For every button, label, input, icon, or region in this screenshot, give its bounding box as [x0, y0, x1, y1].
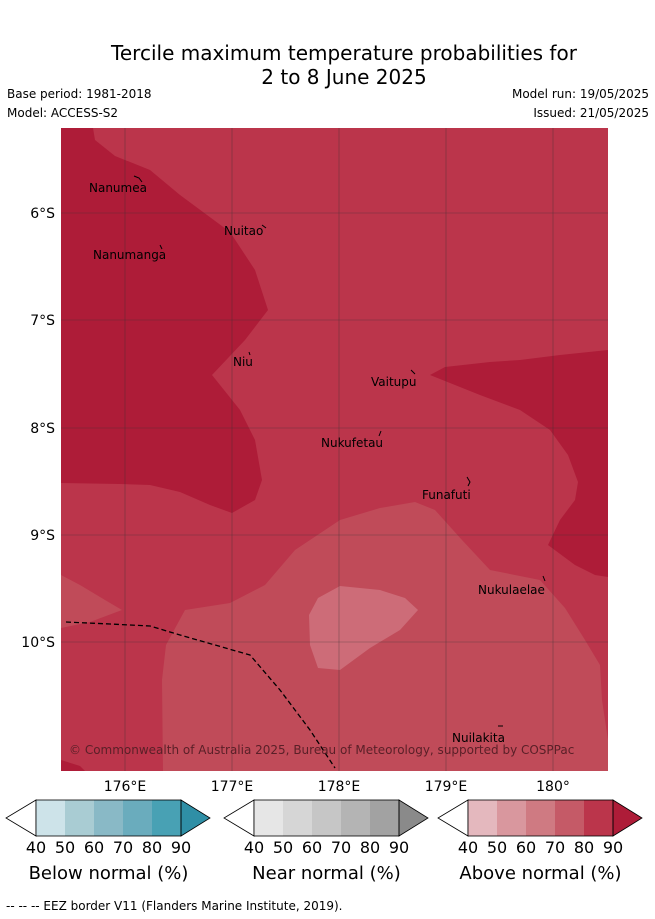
colorbar-tick-label: 40 — [243, 838, 265, 857]
issued-label: Issued: 21/05/2025 — [533, 106, 649, 120]
island-label-nukufetau: Nukufetau — [321, 436, 383, 450]
island-label-nuitao: Nuitao — [224, 224, 263, 238]
near-normal-colorbar-label: Near normal (%) — [252, 863, 401, 884]
above-normal-90-region-west — [61, 128, 268, 513]
colorbar-segment — [254, 800, 283, 836]
above-normal-colorbar-label: Above normal (%) — [459, 863, 622, 884]
colorbar-segment — [341, 800, 370, 836]
colorbar-tick-label: 60 — [301, 838, 323, 857]
lat-tick-label: 6°S — [30, 206, 55, 222]
colorbar-segment — [283, 800, 312, 836]
colorbar-tick-label: 90 — [602, 838, 624, 857]
lon-tick-label: 176°E — [104, 779, 147, 795]
lat-tick-label: 8°S — [30, 421, 55, 437]
colorbar-tick-label: 90 — [170, 838, 192, 857]
colorbar-under-arrow — [223, 799, 255, 837]
map-title-line-2: 2 to 8 June 2025 — [261, 65, 427, 89]
below-normal-colorbar-label: Below normal (%) — [28, 863, 189, 884]
island-label-nuilakita: Nuilakita — [452, 731, 505, 745]
below-normal-colorbar — [5, 799, 211, 837]
base-period-label: Base period: 1981-2018 — [7, 87, 152, 101]
colorbar-tick-label: 60 — [83, 838, 105, 857]
above-normal-60-region — [309, 586, 418, 670]
island-label-nanumanga: Nanumanga — [93, 248, 166, 262]
lon-tick-label: 180° — [536, 779, 570, 795]
colorbar-segment — [123, 800, 152, 836]
colorbar-segment — [152, 800, 181, 836]
copyright-notice: © Commonwealth of Australia 2025, Bureau… — [69, 743, 574, 757]
above-normal-colorbar — [437, 799, 643, 837]
colorbar-segment — [36, 800, 65, 836]
island-label-funafuti: Funafuti — [422, 488, 471, 502]
colorbar-outline — [35, 799, 182, 837]
colorbar-tick-label: 40 — [25, 838, 47, 857]
above-normal-90-region-east — [430, 350, 608, 577]
island-label-vaitupu: Vaitupu — [371, 375, 417, 389]
colorbar-tick-label: 40 — [457, 838, 479, 857]
island-label-nanumea: Nanumea — [89, 181, 147, 195]
eez-border-legend: -- -- -- EEZ border V11 (Flanders Marine… — [6, 899, 343, 913]
colorbar-tick-label: 50 — [272, 838, 294, 857]
model-label: Model: ACCESS-S2 — [7, 106, 119, 120]
island-shapes — [133, 175, 546, 727]
eez-border-line — [65, 621, 336, 769]
colorbar-segment — [94, 800, 123, 836]
colorbar-tick-label: 70 — [544, 838, 566, 857]
colorbar-segment — [312, 800, 341, 836]
above-normal-70-region-west — [61, 575, 122, 628]
colorbar-segment — [584, 800, 613, 836]
colorbar-tick-label: 50 — [486, 838, 508, 857]
colorbar-under-arrow — [437, 799, 469, 837]
colorbar-segment — [468, 800, 497, 836]
above-normal-90-region-south — [61, 760, 85, 771]
probability-contours — [61, 128, 608, 771]
colorbar-tick-label: 90 — [388, 838, 410, 857]
colorbar-segment — [526, 800, 555, 836]
colorbar-tick-label: 50 — [54, 838, 76, 857]
near-normal-colorbar — [223, 799, 429, 837]
colorbar-segment — [65, 800, 94, 836]
colorbar-tick-label: 80 — [573, 838, 595, 857]
colorbar-segment — [497, 800, 526, 836]
lon-tick-label: 177°E — [211, 779, 254, 795]
colorbar-outline — [253, 799, 400, 837]
colorbar-under-arrow — [5, 799, 37, 837]
colorbar-over-arrow — [180, 799, 211, 837]
colorbar-tick-label: 80 — [141, 838, 163, 857]
colorbar-over-arrow — [612, 799, 643, 837]
graticule — [61, 128, 608, 771]
colorbar-segment — [370, 800, 399, 836]
colorbar-tick-label: 70 — [112, 838, 134, 857]
model-run-label: Model run: 19/05/2025 — [511, 87, 649, 101]
lon-tick-label: 179°E — [425, 779, 468, 795]
colorbar-outline — [467, 799, 614, 837]
map-title-line-1: Tercile maximum temperature probabilitie… — [111, 41, 577, 65]
island-label-niu: Niu — [233, 355, 253, 369]
colorbar-tick-label: 60 — [515, 838, 537, 857]
lat-tick-label: 10°S — [21, 635, 55, 651]
colorbar-tick-label: 70 — [330, 838, 352, 857]
colorbar-tick-label: 80 — [359, 838, 381, 857]
lat-tick-label: 9°S — [30, 528, 55, 544]
lat-tick-label: 7°S — [30, 313, 55, 329]
colorbar-over-arrow — [398, 799, 429, 837]
lon-tick-label: 178°E — [318, 779, 361, 795]
island-label-nukulaelae: Nukulaelae — [478, 583, 545, 597]
colorbar-segment — [555, 800, 584, 836]
